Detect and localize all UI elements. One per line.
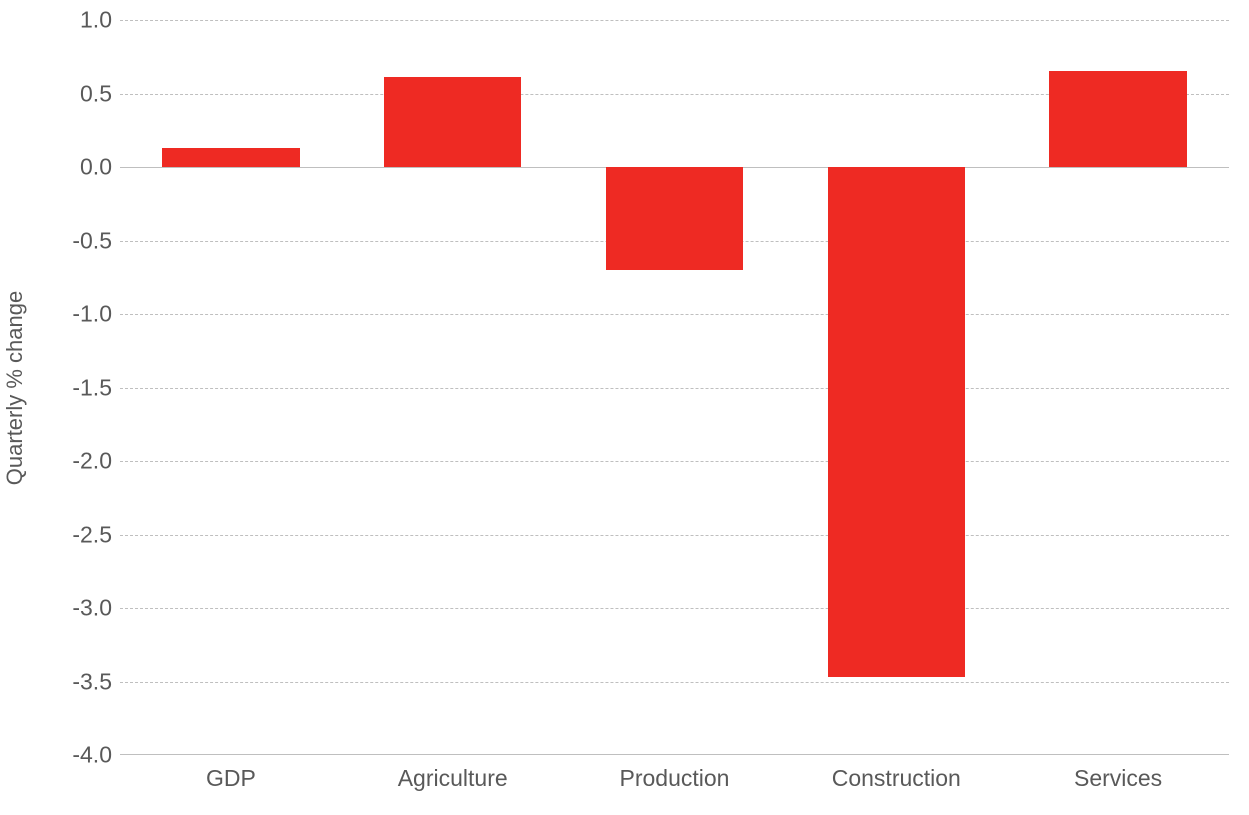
y-axis-title-container: Quarterly % change: [0, 20, 30, 755]
x-tick-label: Services: [1074, 765, 1162, 792]
bar: [384, 77, 522, 167]
y-tick-label: -4.0: [72, 742, 112, 769]
y-tick-label: -3.5: [72, 668, 112, 695]
y-tick-label: -2.0: [72, 448, 112, 475]
bar-chart: Quarterly % change -4.0-3.5-3.0-2.5-2.0-…: [0, 0, 1249, 815]
x-tick-label: Construction: [832, 765, 961, 792]
y-tick-label: -1.0: [72, 301, 112, 328]
y-tick-label: -1.5: [72, 374, 112, 401]
x-axis-labels: GDP Agriculture Production Construction Serv…: [120, 755, 1229, 815]
x-tick-label: Agriculture: [398, 765, 508, 792]
y-tick-label: -3.0: [72, 595, 112, 622]
bar: [1049, 71, 1187, 167]
gridline: [120, 608, 1229, 609]
bar: [828, 167, 966, 677]
y-tick-label: 1.0: [80, 7, 112, 34]
y-tick-label: 0.0: [80, 154, 112, 181]
gridline: [120, 535, 1229, 536]
plot-area: [120, 20, 1229, 755]
y-tick-label: -2.5: [72, 521, 112, 548]
x-tick-label: Production: [620, 765, 730, 792]
gridline: [120, 388, 1229, 389]
y-tick-label: -0.5: [72, 227, 112, 254]
x-tick-label: GDP: [206, 765, 256, 792]
bar: [162, 148, 300, 167]
y-tick-label: 0.5: [80, 80, 112, 107]
y-axis-title: Quarterly % change: [2, 290, 28, 484]
gridline: [120, 461, 1229, 462]
bar: [606, 167, 744, 270]
gridline: [120, 314, 1229, 315]
gridline: [120, 682, 1229, 683]
y-axis-ticks: -4.0 -3.5 -3.0 -2.5 -2.0 -1.5 -1.0 -0.5 0.0 0.5 1.…: [30, 0, 120, 815]
gridline: [120, 20, 1229, 21]
